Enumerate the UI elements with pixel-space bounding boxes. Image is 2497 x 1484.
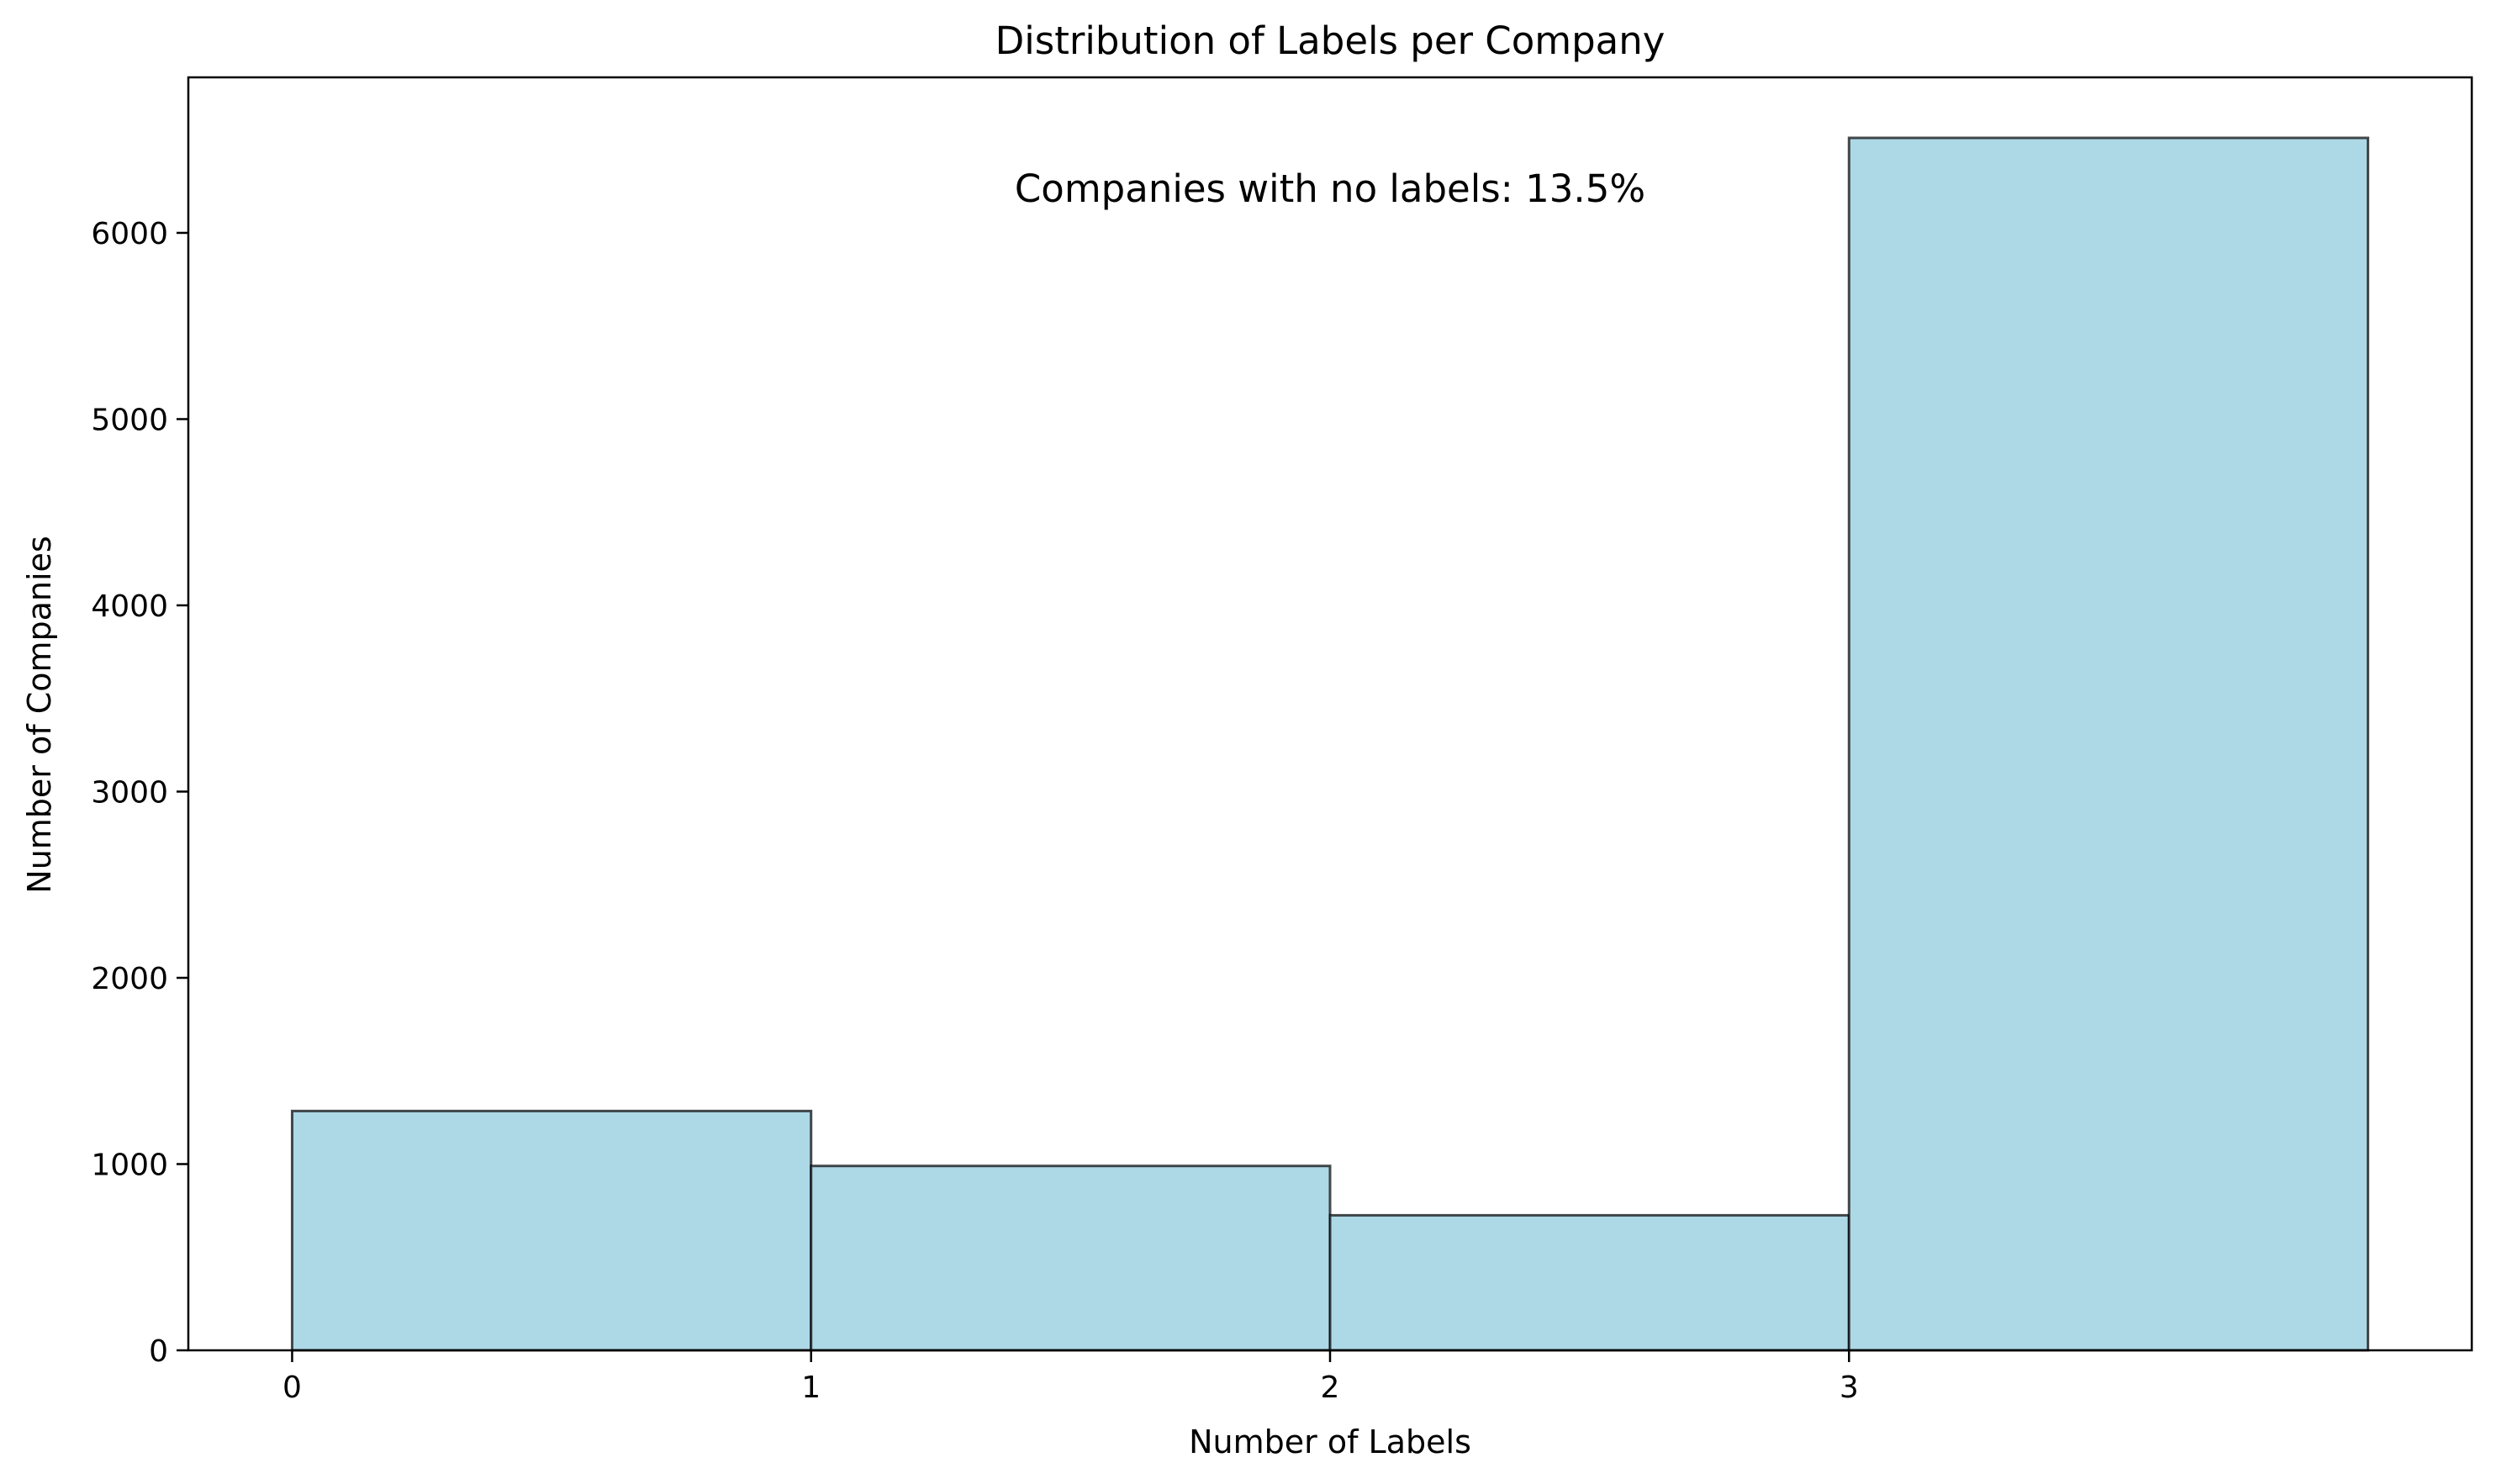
x-tick-label-1: 1 (801, 1370, 821, 1405)
y-ticks-group: 0 1000 2000 3000 4000 5000 6000 (91, 217, 188, 1369)
chart-title: Distribution of Labels per Company (995, 18, 1666, 63)
histogram-bar-3 (1847, 136, 2370, 1352)
y-tick-label-2000: 2000 (91, 962, 168, 996)
x-axis-label: Number of Labels (1189, 1423, 1471, 1460)
bars-group (290, 136, 2370, 1352)
y-tick-label-3000: 3000 (91, 775, 168, 810)
y-tick-label-5000: 5000 (91, 403, 168, 437)
histogram-bar-2 (1328, 1213, 1850, 1352)
x-ticks-group: 0 1 2 3 (282, 1350, 1859, 1405)
x-tick-label-2: 2 (1321, 1370, 1340, 1405)
y-tick-label-6000: 6000 (91, 217, 168, 251)
annotation-no-labels: Companies with no labels: 13.5% (1015, 166, 1645, 211)
x-tick-label-0: 0 (282, 1370, 302, 1405)
y-tick-label-1000: 1000 (91, 1148, 168, 1182)
y-tick-label-0: 0 (149, 1334, 168, 1369)
histogram-bar-0 (290, 1109, 813, 1352)
plot-frame (187, 76, 2473, 1352)
y-tick-label-4000: 4000 (91, 589, 168, 624)
histogram-bar-1 (810, 1164, 1332, 1352)
y-axis-label: Number of Companies (21, 536, 58, 893)
x-tick-label-3: 3 (1840, 1370, 1859, 1405)
